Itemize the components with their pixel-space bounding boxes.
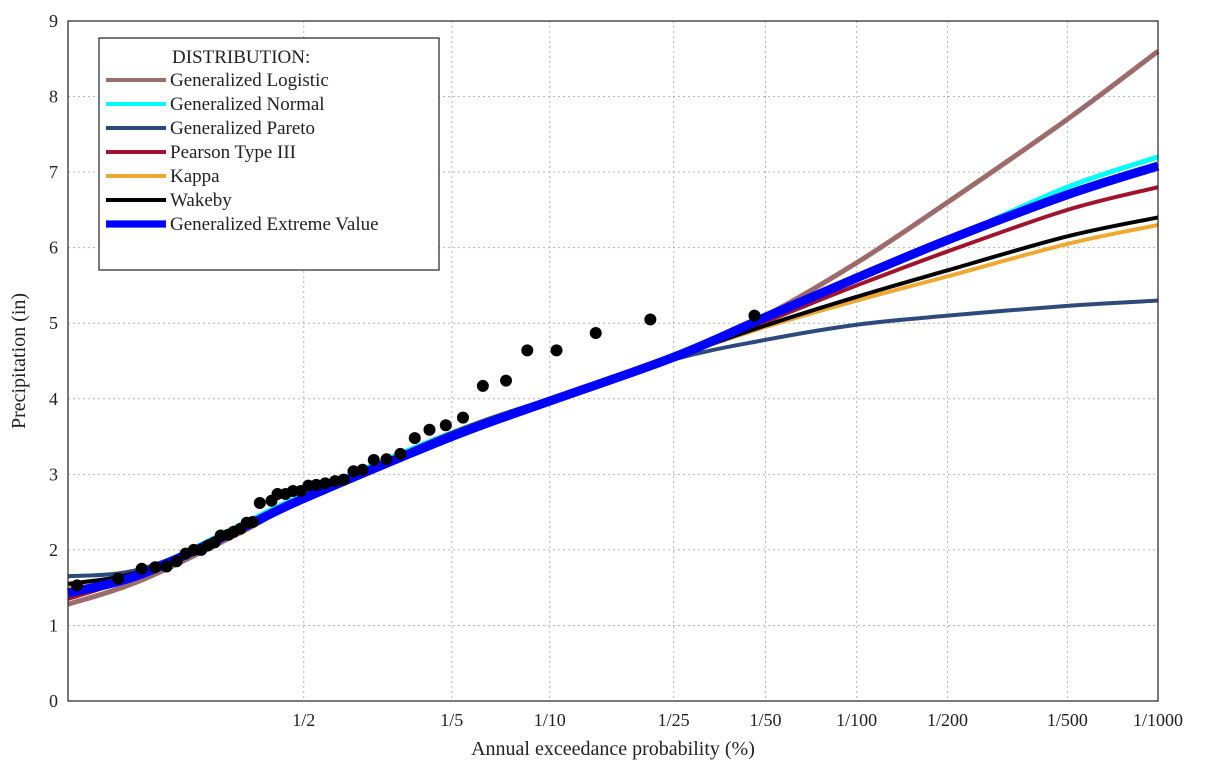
grid-layer [68, 21, 1158, 701]
x-tick-labels: 1/2 1/5 1/10 1/25 1/50 1/100 1/200 1/500 1/1000 [292, 710, 1183, 730]
x-tick-label: 1/200 [927, 710, 968, 730]
legend-label-generalized-extreme-value: Generalized Extreme Value [170, 214, 379, 235]
y-tick-label: 3 [49, 464, 58, 484]
legend-label-generalized-pareto: Generalized Pareto [170, 118, 315, 139]
observed-point [589, 327, 602, 340]
y-tick-label: 9 [49, 11, 58, 31]
observed-point [500, 374, 513, 387]
observed-point [170, 555, 183, 568]
observed-point [149, 561, 162, 574]
observed-point [160, 560, 173, 573]
x-tick-label: 1/1000 [1133, 710, 1183, 730]
observed-point [550, 344, 563, 357]
observed-point [380, 453, 393, 466]
y-tick-label: 6 [49, 238, 58, 258]
points-layer [71, 309, 761, 592]
observed-point [319, 477, 332, 490]
y-tick-label: 5 [49, 313, 58, 333]
observed-point [748, 309, 761, 322]
observed-point [71, 579, 84, 592]
observed-point [439, 419, 452, 432]
y-tick-label: 4 [49, 389, 58, 409]
legend-label-wakeby: Wakeby [170, 190, 232, 211]
x-tick-label: 1/5 [440, 710, 463, 730]
observed-point [356, 463, 369, 476]
observed-point [456, 411, 469, 424]
observed-point [253, 497, 266, 510]
observed-point [521, 344, 534, 357]
observed-point [394, 447, 407, 460]
x-tick-label: 1/50 [749, 710, 781, 730]
legend: DISTRIBUTION: Generalized Logistic Genera… [98, 37, 440, 271]
x-tick-label: 1/100 [836, 710, 877, 730]
x-tick-label: 1/2 [292, 710, 315, 730]
legend-label-pearson-type-iii: Pearson Type III [170, 142, 296, 163]
y-tick-label: 7 [49, 162, 58, 182]
y-tick-labels: 0 1 2 3 4 5 6 7 8 9 [49, 11, 58, 711]
observed-point [644, 313, 657, 326]
y-tick-label: 1 [49, 615, 58, 635]
y-axis-title: Precipitation (in) [8, 293, 30, 429]
legend-label-kappa: Kappa [170, 166, 220, 187]
x-tick-label: 1/10 [534, 710, 566, 730]
observed-point [112, 572, 125, 585]
observed-point [367, 453, 380, 466]
x-tick-label: 1/25 [658, 710, 690, 730]
observed-point [310, 478, 323, 491]
x-tick-label: 1/500 [1047, 710, 1088, 730]
observed-point [246, 515, 259, 528]
observed-point [135, 562, 148, 575]
observed-point [423, 423, 436, 436]
y-tick-label: 0 [49, 691, 58, 711]
observed-point [476, 379, 489, 392]
observed-point [347, 465, 360, 478]
y-tick-label: 8 [49, 87, 58, 107]
y-tick-label: 2 [49, 540, 58, 560]
plot-frame [67, 20, 1159, 702]
observed-point [408, 432, 421, 445]
legend-label-generalized-normal: Generalized Normal [170, 94, 325, 115]
legend-title: DISTRIBUTION: [172, 47, 310, 68]
observed-point [337, 473, 350, 486]
legend-label-generalized-logistic: Generalized Logistic [170, 70, 329, 91]
x-axis-title: Annual exceedance probability (%) [471, 738, 755, 760]
